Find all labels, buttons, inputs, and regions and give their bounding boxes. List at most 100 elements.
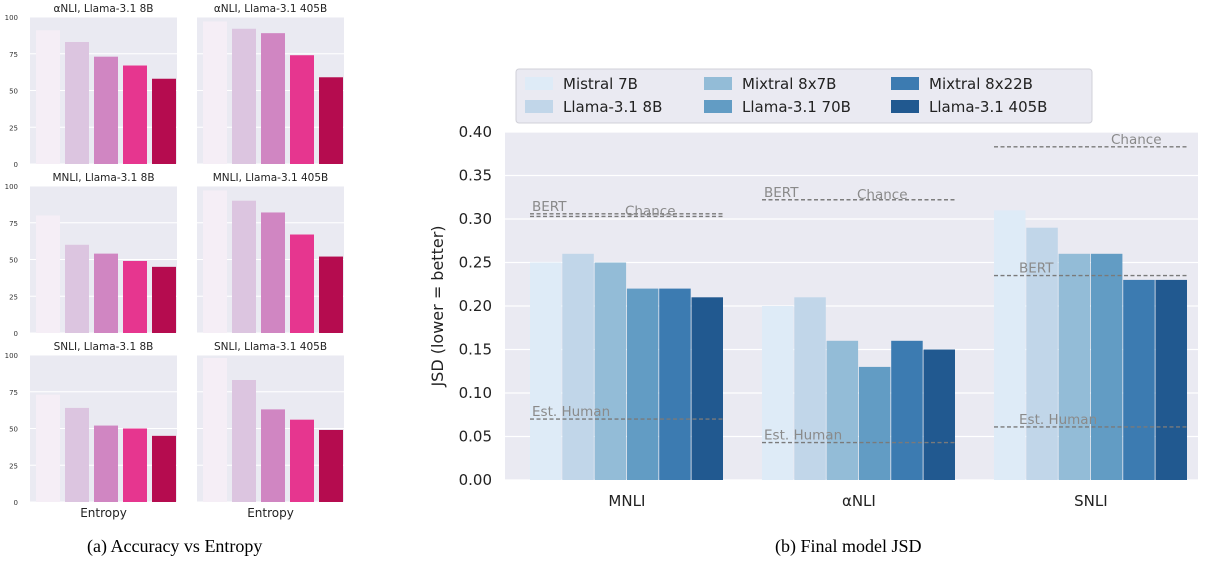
y-tick-label: 75	[9, 389, 18, 397]
reference-line-label: Est. Human	[532, 404, 610, 420]
jsd-bar	[626, 288, 659, 480]
x-tick-label: MNLI	[608, 492, 645, 510]
jsd-bar	[594, 262, 627, 480]
accuracy-bar	[261, 409, 285, 502]
jsd-bar	[762, 306, 794, 480]
y-tick-label: 100	[5, 352, 18, 360]
y-tick-label: 75	[9, 51, 18, 59]
y-tick-label: 100	[5, 183, 18, 191]
accuracy-bar	[232, 200, 256, 333]
y-tick-label: 0.05	[459, 428, 492, 446]
jsd-bar	[858, 366, 891, 480]
accuracy-bar	[94, 425, 118, 502]
reference-line-label: Chance	[857, 187, 908, 203]
y-tick-label: 0	[14, 161, 18, 169]
y-axis-label: JSD (lower = better)	[428, 225, 447, 387]
caption-final-jsd: (b) Final model JSD	[775, 536, 922, 556]
jsd-bar	[1123, 279, 1155, 480]
legend-swatch	[525, 77, 553, 90]
y-tick-label: 0.00	[459, 471, 492, 489]
jsd-bar	[826, 340, 859, 480]
jsd-bar	[1058, 253, 1091, 480]
legend-swatch	[704, 100, 732, 113]
y-tick-label: 50	[9, 426, 18, 434]
accuracy-subplot: 0 25 50 75 100 αNLI, Llama-3.1 8B	[5, 3, 177, 169]
legend-swatch	[525, 100, 553, 113]
accuracy-bar	[36, 215, 60, 333]
accuracy-subplot: 0 25 50 75 100 MNLI, Llama-3.1 8B	[5, 172, 177, 338]
subplot-title: SNLI, Llama-3.1 8B	[54, 341, 154, 353]
accuracy-bar	[123, 428, 147, 502]
y-tick-label: 0.10	[459, 384, 492, 402]
legend-label: Llama-3.1 70B	[742, 98, 851, 116]
accuracy-bar	[94, 56, 118, 164]
accuracy-bar	[319, 77, 343, 164]
accuracy-bar	[203, 190, 227, 333]
jsd-bar	[562, 253, 594, 480]
accuracy-bar	[152, 435, 176, 502]
y-tick-label: 0	[14, 330, 18, 338]
accuracy-bar	[290, 419, 314, 502]
accuracy-bar	[123, 260, 147, 333]
jsd-bar	[1090, 253, 1123, 480]
y-tick-label: 0.25	[459, 254, 492, 272]
accuracy-bar	[65, 244, 89, 333]
y-tick-label: 25	[9, 293, 18, 301]
legend-label: Mistral 7B	[563, 75, 638, 93]
reference-line-label: Chance	[625, 203, 676, 219]
y-tick-label: 0	[14, 499, 18, 507]
accuracy-subplot: 0 25 50 75 100 SNLI, Llama-3.1 8B Entropy	[5, 341, 177, 520]
reference-line-label: BERT	[1019, 261, 1054, 277]
accuracy-bar	[319, 256, 343, 333]
y-tick-label: 50	[9, 257, 18, 265]
subplot-title: αNLI, Llama-3.1 8B	[54, 3, 154, 15]
caption-accuracy-entropy: (a) Accuracy vs Entropy	[87, 536, 263, 556]
subplot-title: αNLI, Llama-3.1 405B	[214, 3, 327, 15]
accuracy-bar	[203, 21, 227, 164]
accuracy-bar	[319, 429, 343, 502]
y-tick-label: 25	[9, 462, 18, 470]
accuracy-bar	[65, 407, 89, 502]
y-tick-label: 100	[5, 14, 18, 22]
y-tick-label: 0.30	[459, 210, 492, 228]
jsd-bar	[1155, 279, 1187, 480]
accuracy-bar	[94, 253, 118, 333]
y-tick-label: 0.35	[459, 167, 492, 185]
jsd-bar	[891, 340, 923, 480]
jsd-bar	[691, 297, 723, 480]
accuracy-bar	[36, 30, 60, 165]
accuracy-bar	[152, 266, 176, 333]
accuracy-bar	[36, 394, 60, 502]
jsd-bar	[530, 262, 562, 480]
accuracy-bar	[290, 55, 314, 164]
jsd-bar	[994, 210, 1026, 481]
y-tick-label: 25	[9, 124, 18, 132]
jsd-bar	[659, 288, 691, 480]
legend-label: Llama-3.1 8B	[563, 98, 662, 116]
y-tick-label: 0.20	[459, 297, 492, 315]
accuracy-bar	[152, 78, 176, 164]
reference-line-label: BERT	[764, 185, 799, 201]
x-tick-label: αNLI	[842, 492, 876, 510]
jsd-chart: 0.00 0.05 0.10 0.15 0.20 0.25 0.30 0.35 0.40 MNLI…	[428, 68, 1198, 510]
accuracy-bar	[261, 212, 285, 333]
subplot-title: MNLI, Llama-3.1 8B	[52, 172, 154, 184]
legend-swatch	[891, 77, 919, 90]
y-tick-label: 0.40	[459, 123, 492, 141]
reference-line-label: Est. Human	[1019, 412, 1097, 428]
jsd-bar	[1026, 227, 1058, 480]
subplot-title: SNLI, Llama-3.1 405B	[214, 341, 327, 353]
reference-line-label: BERT	[532, 199, 567, 215]
accuracy-bar	[65, 41, 89, 164]
x-axis-label: Entropy	[80, 506, 127, 520]
jsd-bar	[794, 297, 826, 480]
accuracy-bar	[123, 65, 147, 164]
legend-swatch	[704, 77, 732, 90]
y-tick-label: 0.15	[459, 341, 492, 359]
legend-label: Mixtral 8x7B	[742, 75, 836, 93]
accuracy-subplot: SNLI, Llama-3.1 405B Entropy	[197, 341, 344, 520]
accuracy-bar	[261, 33, 285, 164]
legend: Mistral 7B Llama-3.1 8B Mixtral 8x7B Llama-…	[515, 68, 1093, 124]
jsd-bar	[923, 349, 955, 480]
legend-swatch	[891, 100, 919, 113]
